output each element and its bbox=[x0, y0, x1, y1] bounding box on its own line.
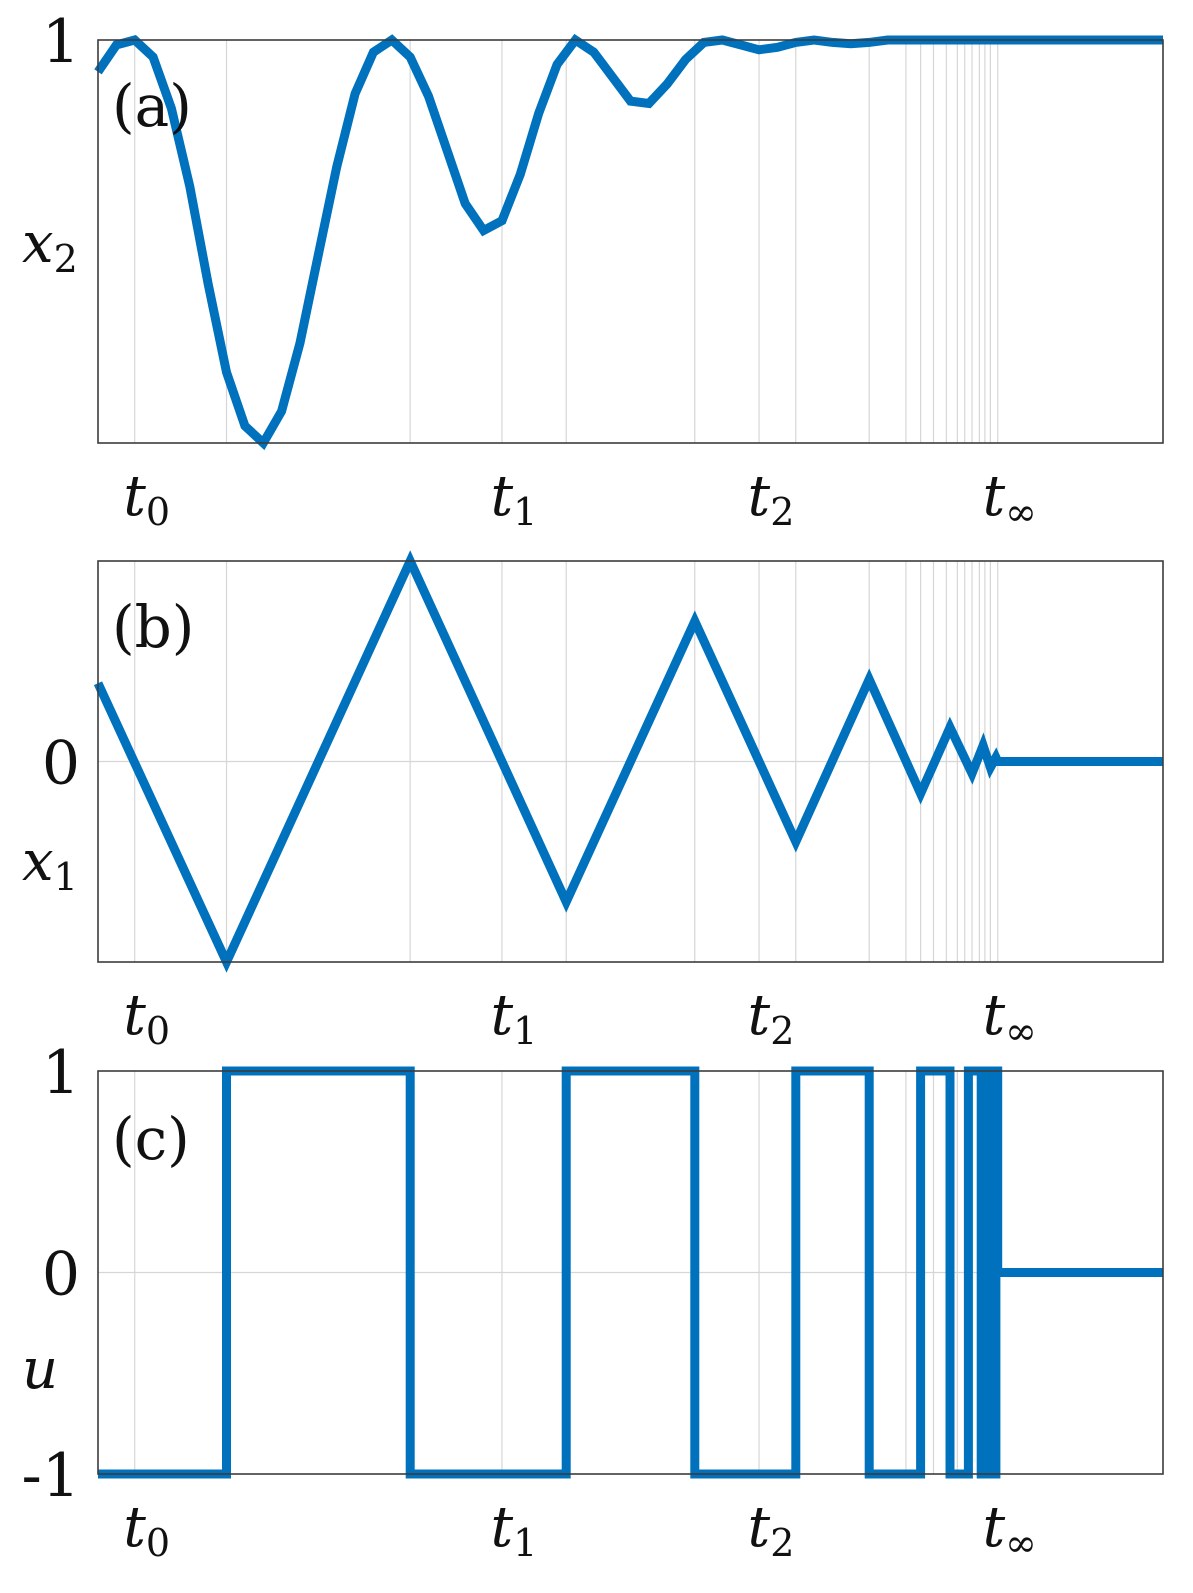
series-line-1 bbox=[94, 33, 1163, 451]
x-tick-label: t1 bbox=[491, 464, 538, 534]
x-tick-subscript: ∞ bbox=[1005, 1009, 1037, 1053]
x-tick-label: t2 bbox=[748, 1495, 795, 1565]
panel-label: (b) bbox=[112, 593, 194, 661]
x-tick-subscript: ∞ bbox=[1005, 490, 1037, 534]
x-tick-subscript: ∞ bbox=[1005, 1521, 1037, 1565]
x-tick-base: t bbox=[491, 983, 514, 1048]
y-tick-label: 1 bbox=[42, 1038, 80, 1108]
x-tick-base: t bbox=[748, 464, 771, 529]
x-tick-subscript: 2 bbox=[770, 1521, 794, 1565]
y-axis-label: x2 bbox=[22, 211, 78, 281]
x-tick-base: t bbox=[983, 983, 1006, 1048]
x-tick-label: t∞ bbox=[983, 1495, 1037, 1565]
x-tick-base: t bbox=[748, 983, 771, 1048]
y-tick-label: 0 bbox=[42, 729, 80, 799]
x-tick-base: t bbox=[491, 1495, 514, 1560]
panel-label: (c) bbox=[112, 1105, 190, 1173]
x-tick-base: t bbox=[748, 1495, 771, 1560]
x-tick-subscript: 1 bbox=[513, 490, 537, 534]
x-tick-subscript: 1 bbox=[513, 1009, 537, 1053]
y-axis-label: x1 bbox=[22, 829, 78, 899]
y-tick-label: -1 bbox=[22, 1441, 80, 1511]
y-axis-label-subscript: 1 bbox=[54, 855, 78, 899]
x-tick-base: t bbox=[983, 1495, 1006, 1560]
x-tick-subscript: 2 bbox=[770, 1009, 794, 1053]
y-axis-label: u bbox=[22, 1337, 58, 1402]
x-tick-label: t2 bbox=[748, 464, 795, 534]
x-tick-subscript: 0 bbox=[146, 490, 170, 534]
x-tick-label: t∞ bbox=[983, 983, 1037, 1053]
series-line-1 bbox=[93, 550, 1163, 973]
x-tick-base: t bbox=[123, 1495, 146, 1560]
x-tick-subscript: 0 bbox=[146, 1009, 170, 1053]
x-tick-label: t0 bbox=[123, 983, 170, 1053]
x-tick-subscript: 0 bbox=[146, 1521, 170, 1565]
axes-frame bbox=[97, 560, 1164, 963]
panel-2: t0 t1 t2 t∞0x1(b) bbox=[22, 550, 1164, 1053]
x-tick-subscript: 2 bbox=[770, 490, 794, 534]
panel-1: t0 t1 t2 t∞1x2(a) bbox=[22, 7, 1164, 534]
y-tick-label: 0 bbox=[42, 1240, 80, 1310]
x-tick-subscript: 1 bbox=[513, 1521, 537, 1565]
y-axis-label-base: x bbox=[22, 829, 54, 894]
axes-frame bbox=[97, 39, 1164, 444]
panel-3: t0 t1 t2 t∞10-1u(c) bbox=[22, 1038, 1164, 1565]
x-tick-label: t2 bbox=[748, 983, 795, 1053]
x-tick-label: t1 bbox=[491, 983, 538, 1053]
x-tick-base: t bbox=[123, 464, 146, 529]
x-tick-base: t bbox=[491, 464, 514, 529]
y-axis-label-base: x bbox=[22, 211, 54, 276]
axes-frame bbox=[97, 1070, 1164, 1475]
x-tick-label: t0 bbox=[123, 464, 170, 534]
x-tick-label: t∞ bbox=[983, 464, 1037, 534]
x-tick-base: t bbox=[123, 983, 146, 1048]
y-axis-label-subscript: 2 bbox=[54, 237, 78, 281]
x-tick-label: t1 bbox=[491, 1495, 538, 1565]
panel-label: (a) bbox=[112, 72, 192, 140]
y-axis-label-base: u bbox=[22, 1337, 58, 1402]
x-tick-base: t bbox=[983, 464, 1006, 529]
y-tick-label: 1 bbox=[42, 7, 80, 77]
x-tick-label: t0 bbox=[123, 1495, 170, 1565]
